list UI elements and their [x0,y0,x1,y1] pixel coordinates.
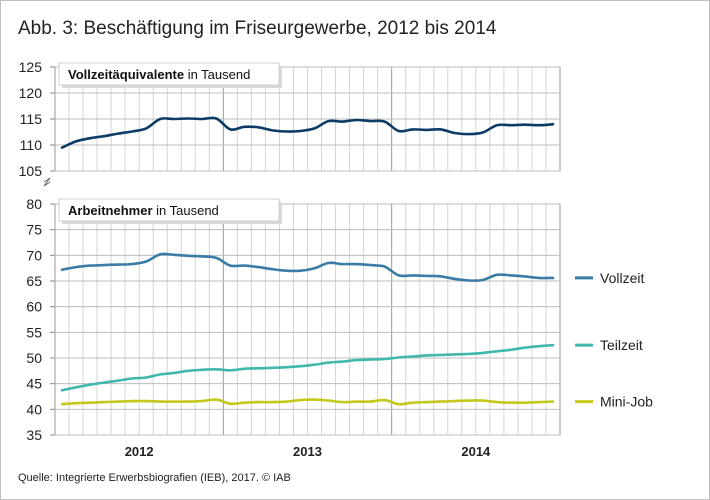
x-year-label: 2014 [461,444,491,459]
y-tick-label: 65 [26,273,42,289]
y-tick-label: 50 [26,350,42,366]
top-panel: 105 110 115 120 125 Vollzeitäquivalente in T… [19,59,561,179]
top-panel-title-rest: in Tausend [184,67,250,82]
y-tick-label: 105 [19,163,43,179]
y-tick-label: 70 [26,247,42,263]
legend: Vollzeit Teilzeit Mini-Job [575,270,653,410]
top-panel-title: Vollzeitäquivalente in Tausend [58,62,282,88]
svg-text:Arbeitnehmer in Tausend: Arbeitnehmer in Tausend [68,203,219,218]
top-series [60,116,555,149]
y-tick-label: 60 [26,299,42,315]
top-panel-title-bold: Vollzeitäquivalente [68,67,184,82]
svg-text:Vollzeitäquivalente in Tausend: Vollzeitäquivalente in Tausend [68,67,250,82]
y-tick-label: 125 [19,59,43,75]
figure-title: Abb. 3: Beschäftigung im Friseurgewerbe,… [18,18,497,39]
y-tick-label: 120 [19,85,43,101]
y-tick-label: 80 [26,196,42,212]
x-year-label: 2013 [293,444,322,459]
series-line-vollzeit [60,252,555,282]
x-axis-year-labels: 2012 2013 2014 [125,444,491,459]
y-tick-label: 110 [20,137,43,153]
legend-label-teilzeit: Teilzeit [600,337,643,353]
y-tick-label: 35 [26,427,42,443]
bottom-series [60,252,555,406]
source-note: Quelle: Integrierte Erwerbsbiografien (I… [18,472,291,484]
bottom-y-axis: 35 40 45 50 55 60 65 70 75 80 [26,196,55,443]
y-tick-label: 55 [26,324,42,340]
bottom-panel: 35 40 45 50 55 60 65 70 75 80 2012 2013 2014 Arbeit… [26,196,653,459]
y-tick-label: 40 [26,401,42,417]
top-y-axis: 105 110 115 120 125 [19,59,55,179]
bottom-panel-title: Arbeitnehmer in Tausend [58,198,282,224]
series-line-teilzeit [60,343,555,392]
bottom-panel-title-bold: Arbeitnehmer [68,203,153,218]
bottom-panel-title-rest: in Tausend [153,203,219,218]
x-year-label: 2012 [125,444,154,459]
legend-label-vollzeit: Vollzeit [600,270,644,286]
legend-label-mini-job: Mini-Job [600,394,653,410]
series-line-mini-job [60,398,555,406]
axis-break-icon [43,177,51,187]
series-line-vollzeit-quivalente [60,116,555,149]
y-tick-label: 75 [26,222,42,238]
y-tick-label: 115 [20,111,43,127]
y-tick-label: 45 [26,376,42,392]
